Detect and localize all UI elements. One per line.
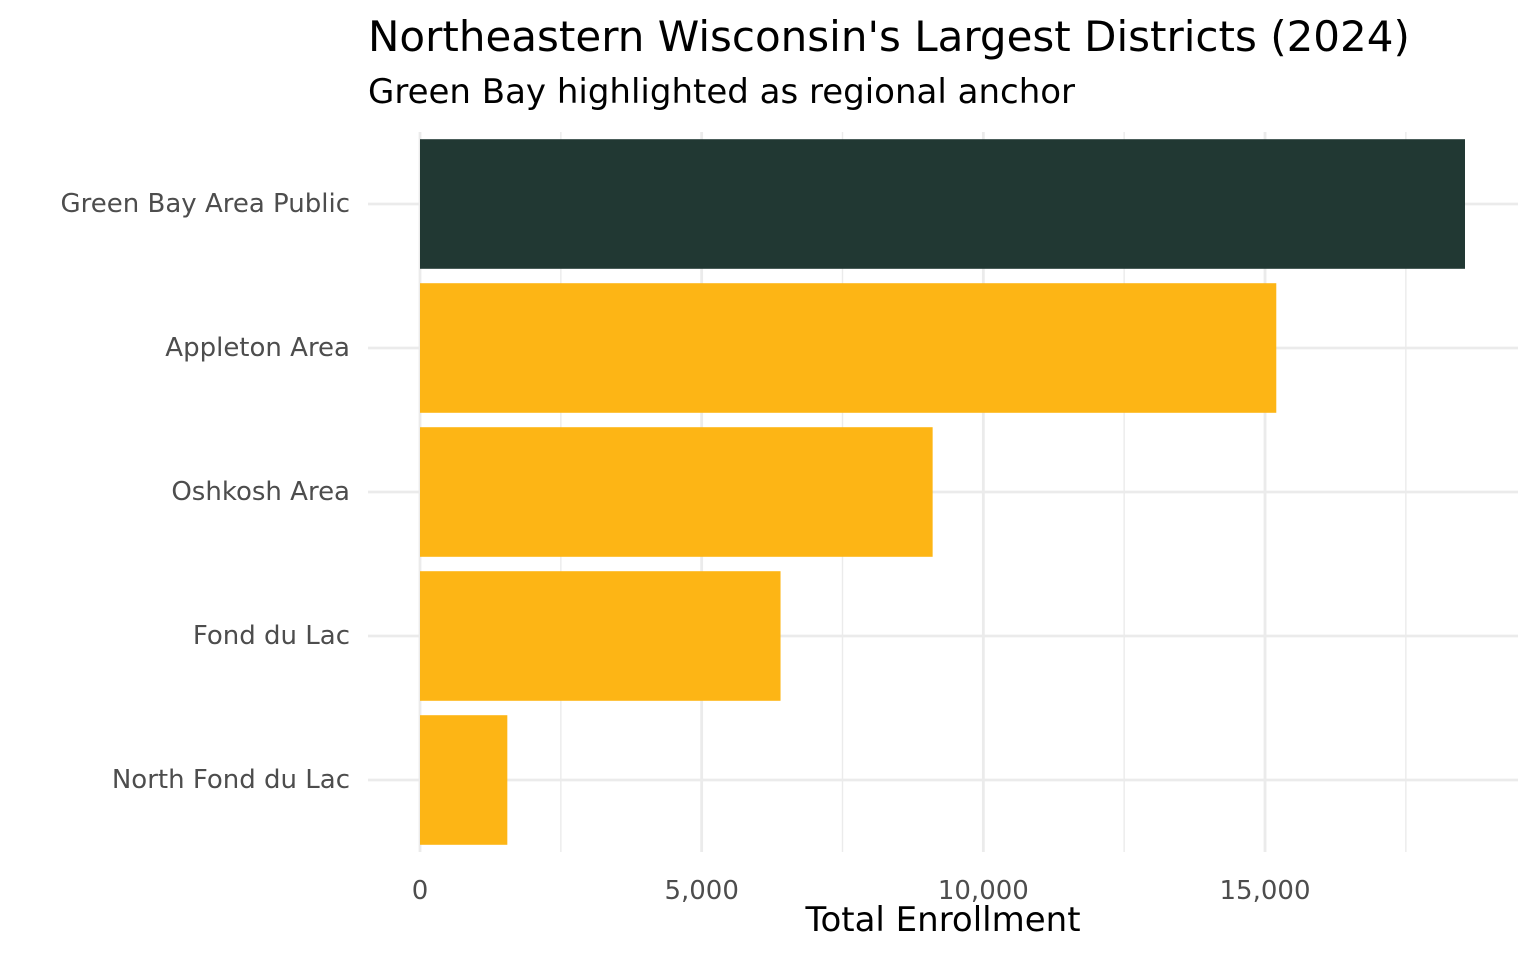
bar-appleton-area (420, 283, 1277, 413)
x-axis-title: Total Enrollment (804, 900, 1080, 940)
y-axis-labels: Green Bay Area Public Appleton Area Oshkos… (61, 189, 350, 795)
bars (420, 139, 1465, 845)
x-tick-label: 0 (412, 876, 429, 906)
category-label: Oshkosh Area (171, 477, 350, 507)
x-tick-label: 10,000 (938, 876, 1029, 906)
chart-title: Northeastern Wisconsin's Largest Distric… (368, 12, 1410, 61)
chart-subtitle: Green Bay highlighted as regional anchor (368, 72, 1076, 112)
category-label: Appleton Area (165, 333, 350, 363)
bar-north-fond-du-lac (420, 715, 508, 845)
x-tick-label: 5,000 (664, 876, 738, 906)
category-label: Fond du Lac (193, 621, 350, 651)
bar-oshkosh-area (420, 427, 933, 557)
bar-fond-du-lac (420, 571, 781, 701)
category-label: Green Bay Area Public (61, 189, 350, 219)
bar-green-bay-area-public (420, 139, 1465, 269)
x-axis-labels: 0 5,000 10,000 15,000 (412, 876, 1311, 906)
x-tick-label: 15,000 (1220, 876, 1311, 906)
category-label: North Fond du Lac (112, 765, 350, 795)
